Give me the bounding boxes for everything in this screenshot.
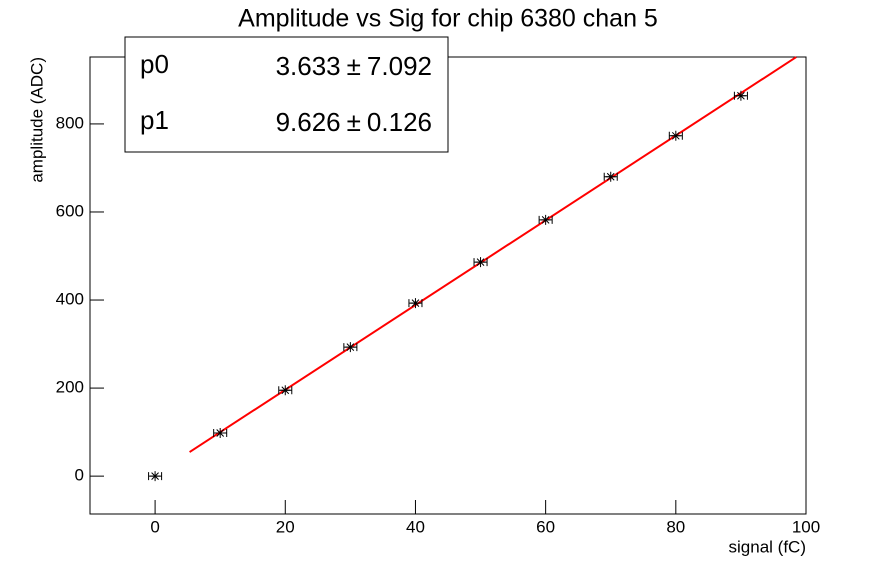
param-error: 0.126 bbox=[367, 107, 432, 137]
x-tick-label: 80 bbox=[666, 517, 685, 536]
stats-param-name: p0 bbox=[140, 49, 169, 79]
stats-param-value: 3.633 ±7.092 bbox=[276, 51, 432, 81]
data-point bbox=[670, 130, 681, 141]
plus-minus: ± bbox=[347, 51, 361, 81]
x-tick-label: 40 bbox=[406, 517, 425, 536]
x-tick-label: 60 bbox=[536, 517, 555, 536]
data-point bbox=[345, 342, 356, 353]
data-point bbox=[475, 257, 486, 268]
param-value: 9.626 bbox=[276, 107, 341, 137]
points-layer bbox=[148, 90, 748, 482]
y-tick-label: 600 bbox=[56, 201, 84, 220]
data-point bbox=[410, 298, 421, 309]
param-error: 7.092 bbox=[367, 51, 432, 81]
x-tick-label: 20 bbox=[276, 517, 295, 536]
data-point bbox=[150, 471, 161, 482]
param-value: 3.633 bbox=[276, 51, 341, 81]
x-axis-label: signal (fC) bbox=[729, 537, 806, 556]
fit-line bbox=[189, 56, 797, 453]
y-tick-label: 200 bbox=[56, 378, 84, 397]
x-tick-label: 0 bbox=[150, 517, 159, 536]
stats-param-value: 9.626 ±0.126 bbox=[276, 107, 432, 137]
plus-minus: ± bbox=[347, 107, 361, 137]
data-point bbox=[540, 214, 551, 225]
chart-title: Amplitude vs Sig for chip 6380 chan 5 bbox=[238, 5, 658, 33]
stats-param-name: p1 bbox=[140, 105, 169, 135]
fit-layer bbox=[189, 56, 797, 453]
x-tick-label: 100 bbox=[792, 517, 820, 536]
y-tick-label: 400 bbox=[56, 290, 84, 309]
y-axis-label: amplitude (ADC) bbox=[27, 57, 46, 183]
data-point bbox=[605, 171, 616, 182]
data-point bbox=[280, 385, 291, 396]
y-tick-label: 0 bbox=[75, 466, 84, 485]
y-tick-label: 800 bbox=[56, 113, 84, 132]
data-point bbox=[735, 90, 746, 101]
data-point bbox=[215, 427, 226, 438]
stats-box bbox=[124, 36, 449, 153]
